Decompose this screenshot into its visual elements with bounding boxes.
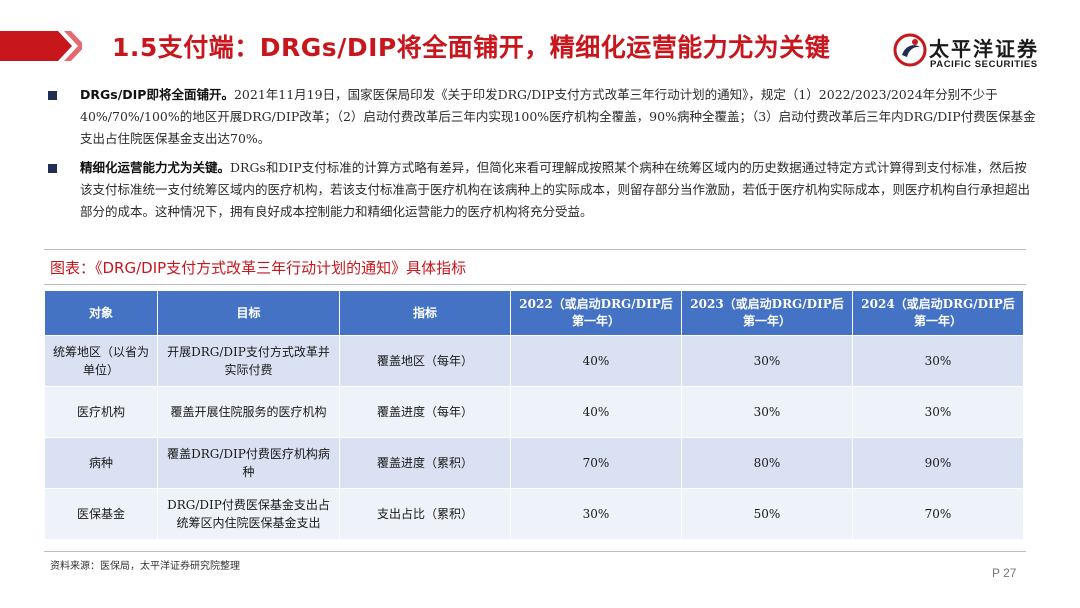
bullet-square-icon (48, 91, 57, 100)
table-cell: 80% (682, 438, 852, 488)
table-cell: 支出占比（累积） (340, 489, 510, 539)
table-cell: 70% (853, 489, 1023, 539)
page-title: 1.5支付端：DRGs/DIP将全面铺开，精细化运营能力尤为关键 (112, 33, 831, 62)
table-row: 医保基金 DRG/DIP付费医保基金支出占统筹区内住院医保基金支出 支出占比（累… (45, 489, 1023, 539)
table-cell: 70% (511, 438, 681, 488)
table-cell: 开展DRG/DIP支付方式改革并实际付费 (158, 336, 339, 386)
table-cell: 30% (511, 489, 681, 539)
footer-divider (44, 551, 1026, 552)
table-header-cell: 目标 (158, 291, 339, 335)
table-cell: 覆盖进度（每年） (340, 387, 510, 437)
bullet-text: 2021年11月19日，国家医保局印发《关于印发DRG/DIP支付方式改革三年行… (80, 87, 1036, 146)
chart-caption: 图表：《DRG/DIP支付方式改革三年行动计划的通知》具体指标 (50, 259, 467, 277)
indicator-table: 对象 目标 指标 2022（或启动DRG/DIP后第一年） 2023（或启动DR… (44, 290, 1024, 540)
table-header-cell: 指标 (340, 291, 510, 335)
table-cell: 覆盖DRG/DIP付费医疗机构病种 (158, 438, 339, 488)
table-header-cell: 2024（或启动DRG/DIP后第一年） (853, 291, 1023, 335)
source-note: 资料来源：医保局，太平洋证券研究院整理 (50, 561, 240, 572)
bullet-item: DRGs/DIP即将全面铺开。2021年11月19日，国家医保局印发《关于印发D… (48, 84, 1038, 150)
bullet-list: DRGs/DIP即将全面铺开。2021年11月19日，国家医保局印发《关于印发D… (48, 84, 1038, 230)
table-header-cell: 2022（或启动DRG/DIP后第一年） (511, 291, 681, 335)
table-row: 统筹地区（以省为单位） 开展DRG/DIP支付方式改革并实际付费 覆盖地区（每年… (45, 336, 1023, 386)
title-chevron-decoration (0, 31, 82, 61)
table-cell: 40% (511, 336, 681, 386)
table-row: 医疗机构 覆盖开展住院服务的医疗机构 覆盖进度（每年） 40% 30% 30% (45, 387, 1023, 437)
table-cell: 覆盖开展住院服务的医疗机构 (158, 387, 339, 437)
bullet-square-icon (48, 164, 57, 173)
table-cell: 覆盖地区（每年） (340, 336, 510, 386)
company-logo: 太平洋证券 PACIFIC SECURITIES (893, 31, 1063, 75)
table-cell: 医疗机构 (45, 387, 157, 437)
logo-name-en: PACIFIC SECURITIES (930, 59, 1038, 70)
table-header-cell: 对象 (45, 291, 157, 335)
table-cell: 30% (853, 336, 1023, 386)
table-header-row: 对象 目标 指标 2022（或启动DRG/DIP后第一年） 2023（或启动DR… (45, 291, 1023, 335)
bullet-item: 精细化运营能力尤为关键。DRGs和DIP支付标准的计算方式略有差异，但简化来看可… (48, 157, 1038, 223)
caption-bottom-divider (44, 284, 1026, 285)
logo-mark-icon (893, 33, 927, 67)
table-cell: 30% (682, 336, 852, 386)
caption-top-divider (44, 249, 1026, 250)
table-row: 病种 覆盖DRG/DIP付费医疗机构病种 覆盖进度（累积） 70% 80% 90… (45, 438, 1023, 488)
table-header-cell: 2023（或启动DRG/DIP后第一年） (682, 291, 852, 335)
table-cell: 覆盖进度（累积） (340, 438, 510, 488)
logo-name-cn: 太平洋证券 (929, 37, 1039, 61)
table-cell: 30% (682, 387, 852, 437)
table-cell: 50% (682, 489, 852, 539)
bullet-lead: DRGs/DIP即将全面铺开。 (80, 87, 234, 102)
table-cell: 30% (853, 387, 1023, 437)
table-cell: 医保基金 (45, 489, 157, 539)
table-cell: 病种 (45, 438, 157, 488)
table-cell: 统筹地区（以省为单位） (45, 336, 157, 386)
table-cell: DRG/DIP付费医保基金支出占统筹区内住院医保基金支出 (158, 489, 339, 539)
table-cell: 40% (511, 387, 681, 437)
page-number: P 27 (992, 566, 1017, 580)
bullet-text: DRGs和DIP支付标准的计算方式略有差异，但简化来看可理解成按照某个病种在统筹… (80, 160, 1031, 219)
bullet-lead: 精细化运营能力尤为关键。 (80, 160, 231, 175)
table-cell: 90% (853, 438, 1023, 488)
